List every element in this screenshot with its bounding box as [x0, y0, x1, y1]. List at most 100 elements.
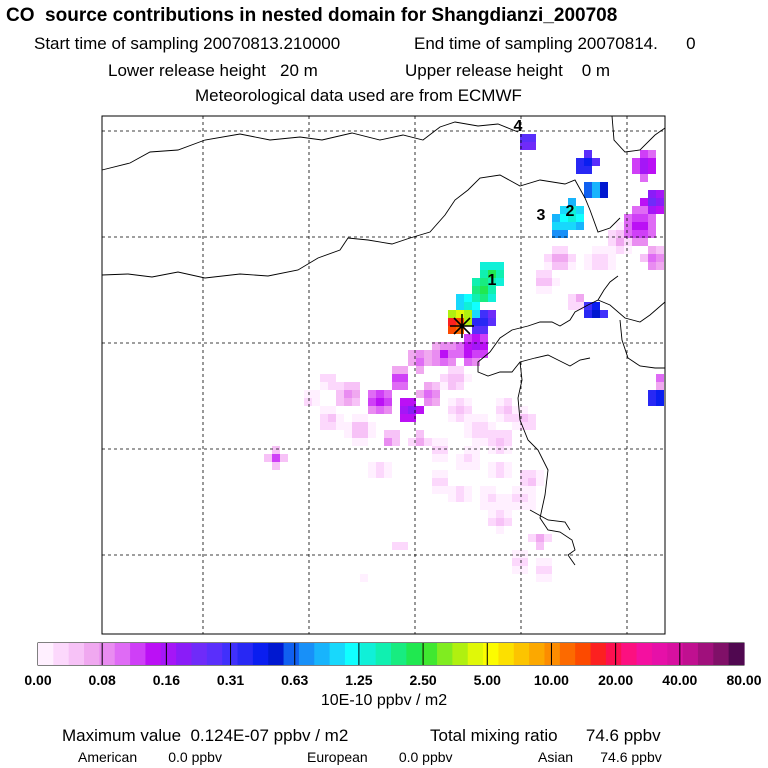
concentration-cell [600, 246, 608, 254]
concentration-cell [568, 262, 576, 270]
concentration-cell [504, 502, 512, 510]
concentration-cell [464, 358, 472, 366]
concentration-cell [344, 398, 352, 406]
coast-south-2 [517, 361, 576, 566]
concentration-cell [464, 398, 472, 406]
concentration-cell [312, 390, 320, 398]
concentration-cell [448, 310, 456, 318]
coast-liaodong [597, 299, 666, 323]
concentration-cell [648, 158, 656, 166]
concentration-cell [432, 358, 440, 366]
concentration-cell [544, 574, 552, 582]
concentration-cell [544, 262, 552, 270]
concentration-cell [456, 398, 464, 406]
concentration-cell [632, 214, 640, 222]
concentration-cell [640, 214, 648, 222]
colorbar-box [483, 643, 500, 665]
concentration-cell [584, 182, 592, 190]
concentration-cell [408, 350, 416, 358]
concentration-cell [376, 462, 384, 470]
concentration-cell [448, 398, 456, 406]
concentration-cell [536, 534, 544, 542]
concentration-cell [496, 438, 504, 446]
concentration-cell [656, 262, 664, 270]
colorbar-box [38, 643, 54, 665]
concentration-cell [456, 486, 464, 494]
colorbar-box [452, 643, 469, 665]
concentration-cell [448, 326, 456, 334]
colorbar-tick-label: 5.00 [474, 672, 501, 688]
concentration-cell [400, 366, 408, 374]
concentration-cell [648, 166, 656, 174]
concentration-cell [536, 542, 544, 550]
concentration-cell [520, 470, 528, 478]
concentration-cell [624, 222, 632, 230]
colorbar-box [421, 643, 438, 665]
concentration-cell [328, 414, 336, 422]
concentration-cell [424, 350, 432, 358]
concentration-cell [632, 222, 640, 230]
concentration-cell [432, 382, 440, 390]
concentration-cell [520, 142, 528, 150]
colorbar-box [498, 643, 515, 665]
concentration-cell [600, 310, 608, 318]
concentration-cell [520, 406, 528, 414]
max-value-label: Maximum value 0.124E-07 ppbv / m2 [62, 726, 349, 745]
concentration-cell [304, 390, 312, 398]
cluster-label: 4 [514, 118, 523, 135]
colorbar-box [268, 643, 285, 665]
concentration-cell [536, 270, 544, 278]
concentration-cell [624, 214, 632, 222]
concentration-cell [488, 270, 496, 278]
concentration-cell [496, 462, 504, 470]
concentration-cell [368, 398, 376, 406]
asian-contribution: Asian 74.6 ppbv [538, 749, 662, 765]
concentration-cell [656, 398, 664, 406]
concentration-cell [352, 430, 360, 438]
concentration-cell [440, 454, 448, 462]
concentration-cell [424, 358, 432, 366]
concentration-cell [456, 366, 464, 374]
border-north [101, 121, 519, 171]
concentration-cell [464, 406, 472, 414]
concentration-cell [320, 422, 328, 430]
total-mixing-label: Total mixing ratio 74.6 ppbv [430, 726, 661, 745]
concentration-cell [560, 214, 568, 222]
release-site-marker [450, 314, 474, 338]
concentration-cell [416, 430, 424, 438]
concentration-cell [480, 278, 488, 286]
colorbar-tick-label: 0.31 [217, 672, 244, 688]
concentration-cell [480, 350, 488, 358]
concentration-cell [472, 278, 480, 286]
concentration-cell [480, 310, 488, 318]
concentration-cell [392, 430, 400, 438]
concentration-cell [592, 190, 600, 198]
concentration-cell [448, 382, 456, 390]
concentration-cell [440, 374, 448, 382]
concentration-cell [504, 470, 512, 478]
colorbar-box [728, 643, 745, 665]
concentration-cell [440, 342, 448, 350]
end-time-label: End time of sampling 20070814. 0 [414, 34, 696, 53]
concentration-cell [512, 502, 520, 510]
concentration-cell [384, 406, 392, 414]
concentration-cell [320, 374, 328, 382]
concentration-cell [456, 406, 464, 414]
concentration-cell [584, 262, 592, 270]
colorbar-box [252, 643, 269, 665]
colorbar-tick-label: 1.25 [345, 672, 372, 688]
concentration-cell [504, 398, 512, 406]
concentration-cell [656, 374, 664, 382]
concentration-cell [656, 390, 664, 398]
concentration-cell [608, 262, 616, 270]
concentration-cell [456, 462, 464, 470]
concentration-cell [464, 446, 472, 454]
concentration-cell [496, 526, 504, 534]
concentration-cell [648, 262, 656, 270]
concentration-cell [640, 238, 648, 246]
concentration-cell [480, 286, 488, 294]
concentration-cell [272, 462, 280, 470]
coast-bohai [489, 275, 619, 353]
concentration-cell [464, 318, 472, 326]
concentration-cell [336, 414, 344, 422]
